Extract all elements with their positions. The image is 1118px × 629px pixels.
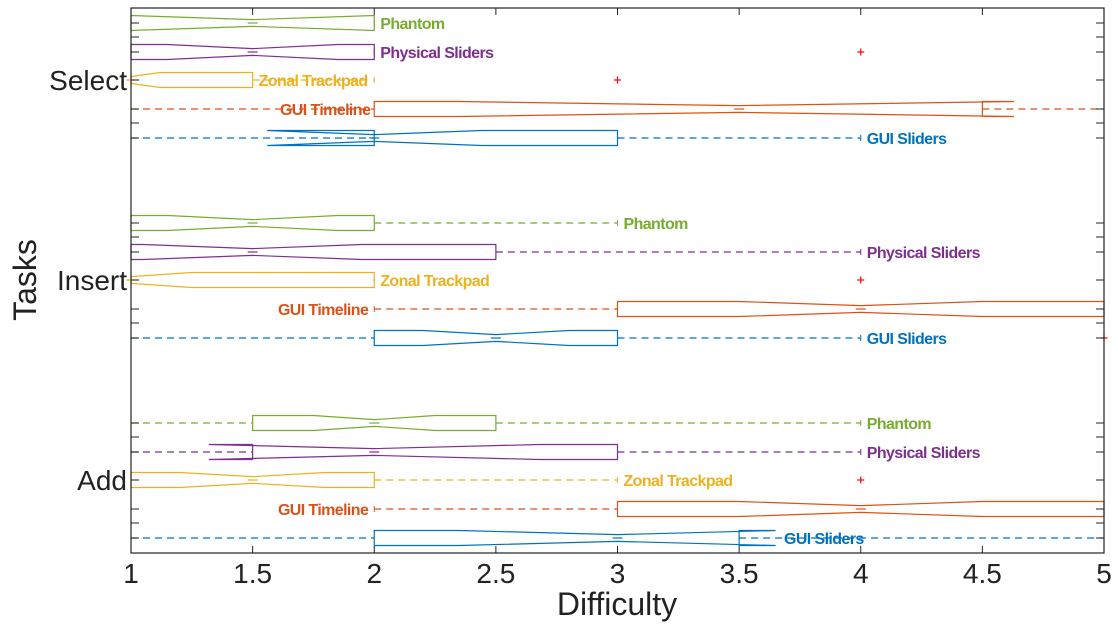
box-insert-phantom-label: Phantom	[624, 216, 689, 233]
y-tick-label-add: Add	[77, 465, 127, 496]
x-tick-label: 1.5	[233, 558, 272, 589]
box-select-gui-timeline-label: GUI Timeline	[280, 102, 371, 119]
box-insert-physical-sliders-box	[130, 243, 497, 261]
x-tick-label: 3.5	[720, 558, 759, 589]
box-insert-physical-sliders-label: Physical Sliders	[867, 245, 981, 262]
x-tick-label: 4.5	[963, 558, 1002, 589]
x-tick-label: 3	[610, 558, 626, 589]
box-select-gui-timeline-box	[373, 100, 1015, 118]
box-select-gui-sliders-box	[267, 129, 619, 147]
box-add-phantom-label: Phantom	[867, 416, 932, 433]
x-tick-label: 2.5	[476, 558, 515, 589]
box-insert-phantom: Phantom	[130, 214, 689, 233]
box-select-physical-sliders: Physical Sliders	[130, 43, 865, 62]
box-select-zonal-trackpad: Zonal Trackpad	[126, 71, 621, 90]
box-select-phantom-label: Phantom	[380, 16, 445, 33]
box-select-gui-sliders-label: GUI Sliders	[867, 131, 947, 148]
box-add-phantom-box	[252, 414, 497, 432]
box-add-physical-sliders-box	[208, 443, 619, 461]
box-select-gui-timeline: GUI Timeline	[130, 100, 1105, 119]
box-insert-gui-timeline-label: GUI Timeline	[278, 302, 369, 319]
box-insert-gui-sliders-label: GUI Sliders	[867, 331, 947, 348]
y-tick-label-select: Select	[49, 65, 127, 96]
box-add-physical-sliders-label: Physical Sliders	[867, 445, 981, 462]
y-axis-title: Tasks	[7, 239, 43, 321]
x-tick-label: 1	[123, 558, 139, 589]
plot-marks: Phantom Physical Sliders Zonal Trackpad GUI…	[126, 14, 1108, 548]
plot-background	[131, 8, 1104, 553]
box-insert-gui-sliders: GUI Sliders	[130, 329, 1108, 348]
box-add-gui-timeline-label: GUI Timeline	[278, 502, 369, 519]
box-insert-gui-sliders-box	[373, 329, 619, 347]
box-add-zonal-trackpad: Zonal Trackpad	[130, 471, 865, 490]
x-tick-label: 4	[853, 558, 869, 589]
box-add-zonal-trackpad-label: Zonal Trackpad	[624, 473, 733, 490]
box-select-zonal-trackpad-label: Zonal Trackpad	[259, 73, 368, 90]
x-tick-label: 2	[366, 558, 382, 589]
box-select-gui-sliders: GUI Sliders	[130, 129, 948, 148]
box-select-physical-sliders-outlier-0	[857, 48, 865, 56]
box-insert-zonal-trackpad-label: Zonal Trackpad	[380, 273, 489, 290]
x-axis-title: Difficulty	[557, 586, 677, 622]
box-insert-zonal-trackpad-outlier-0	[857, 276, 865, 284]
box-select-physical-sliders-label: Physical Sliders	[380, 45, 494, 62]
axes: 1 1.5 2 2.5 3 3.5 4 4.5 5 Select Insert Add	[49, 7, 1112, 589]
box-add-physical-sliders: Physical Sliders	[130, 443, 981, 462]
x-tick-label: 5	[1096, 558, 1112, 589]
box-insert-phantom-box	[130, 214, 375, 232]
box-add-gui-sliders-label: GUI Sliders	[784, 531, 864, 548]
box-insert-gui-timeline: GUI Timeline	[278, 300, 1105, 319]
box-add-phantom: Phantom	[130, 414, 932, 433]
box-insert-physical-sliders: Physical Sliders	[130, 243, 981, 262]
box-select-zonal-trackpad-outlier-0	[614, 76, 621, 84]
box-add-gui-sliders: GUI Sliders	[130, 529, 1105, 548]
box-add-gui-sliders-box	[373, 529, 776, 547]
y-tick-label-insert: Insert	[57, 265, 127, 296]
box-add-zonal-trackpad-outlier-0	[857, 476, 865, 484]
box-add-zonal-trackpad-box	[130, 471, 375, 489]
box-select-physical-sliders-box	[130, 43, 375, 61]
